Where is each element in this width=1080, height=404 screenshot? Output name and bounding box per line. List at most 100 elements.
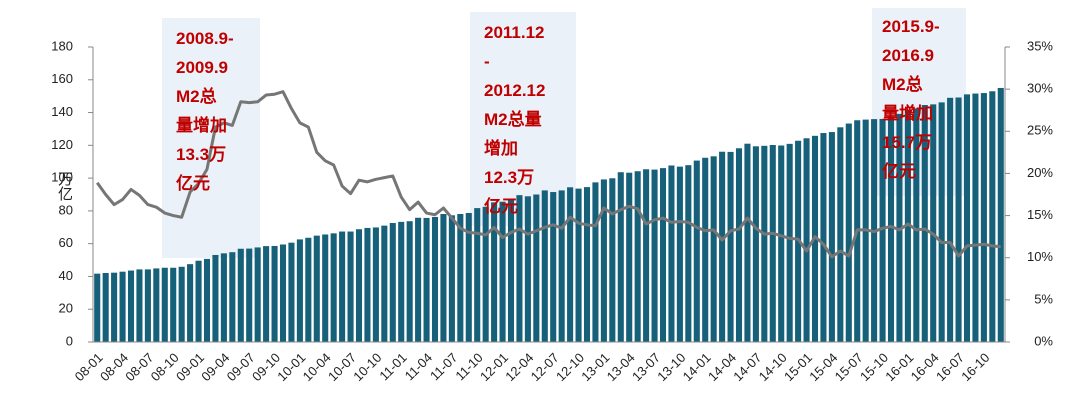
bar [305, 237, 312, 342]
annotation-text: - [484, 52, 490, 71]
x-tick-label: 15-04 [806, 350, 840, 384]
bar [668, 165, 675, 342]
x-tick-label: 08-07 [122, 350, 156, 384]
bar [921, 105, 928, 343]
annotation-text: 亿元 [484, 196, 518, 216]
bar [583, 187, 591, 342]
bar [254, 247, 261, 342]
x-tick-label: 14-10 [756, 350, 790, 384]
y-tick-label: 20 [59, 301, 73, 316]
bar [246, 248, 253, 342]
bar [153, 268, 160, 342]
x-tick-label: 15-07 [832, 350, 866, 384]
bar [676, 166, 683, 342]
bar [887, 116, 895, 342]
bar [693, 160, 700, 342]
bar [828, 132, 835, 342]
bar [465, 213, 472, 342]
bar [448, 215, 455, 342]
y-tick-label: 180 [51, 38, 73, 53]
y2-tick-label: 0% [1034, 333, 1053, 348]
x-tick-label: 12-07 [528, 350, 562, 384]
bar [980, 93, 987, 342]
bar [550, 192, 557, 342]
annotation-box [162, 18, 260, 258]
y2-tick-label: 15% [1027, 207, 1053, 222]
y-tick-label: 140 [51, 104, 73, 119]
annotation-text: 2009.9 [176, 58, 228, 77]
bar [220, 253, 227, 342]
x-tick-label: 12-04 [502, 350, 536, 384]
bar [507, 199, 515, 342]
bar [279, 244, 287, 342]
y-tick-label: 80 [59, 202, 73, 217]
bar [626, 172, 633, 342]
annotation-text: 亿元 [882, 161, 916, 181]
bar [524, 196, 531, 342]
y-tick-label: 0 [66, 333, 73, 348]
bar [702, 157, 709, 342]
bar [491, 202, 498, 342]
bar [355, 229, 363, 342]
y2-tick-label: 30% [1027, 81, 1053, 96]
bar [136, 269, 143, 342]
bar [541, 190, 548, 342]
x-tick-label: 09-10 [249, 350, 283, 384]
bar [913, 108, 920, 342]
y2-tick-label: 20% [1027, 165, 1053, 180]
bar [229, 252, 236, 342]
x-tick-label: 10-10 [350, 350, 384, 384]
x-tick-label: 13-07 [629, 350, 663, 384]
bar [406, 221, 413, 342]
line [96, 90, 1001, 259]
bar [972, 93, 979, 343]
annotation-box [470, 12, 576, 226]
bar [499, 201, 506, 342]
annotation-text: 2008.9- [176, 29, 234, 48]
bar [845, 123, 852, 343]
bar [735, 148, 743, 342]
bar [710, 156, 717, 342]
bar [330, 233, 337, 342]
bar [786, 143, 793, 342]
bar [322, 234, 329, 342]
bar [820, 133, 827, 342]
bar [997, 87, 1004, 342]
y-tick-label: 100 [51, 170, 73, 185]
bar [474, 208, 481, 342]
bar [347, 231, 354, 342]
annotation-text: 增加 [484, 138, 518, 158]
bar [643, 169, 650, 342]
x-tick-label: 14-07 [730, 350, 764, 384]
bar [237, 248, 244, 342]
bar [178, 266, 185, 342]
bar [170, 267, 177, 342]
bar [769, 145, 776, 342]
annotation-text: M2总 [176, 86, 217, 106]
bar [364, 227, 371, 342]
x-tick-label: 08-10 [148, 350, 182, 384]
annotation-text: 2012.12 [484, 81, 545, 100]
y2-tick-label: 10% [1027, 249, 1053, 264]
bar [423, 217, 430, 342]
bar [947, 97, 954, 342]
annotation-text: M2总 [882, 74, 923, 94]
bar [161, 267, 168, 342]
bar [904, 109, 911, 342]
y-tick-label: 160 [51, 71, 73, 86]
bar [440, 214, 447, 342]
bar [744, 143, 751, 342]
annotation-text: 2016.9 [882, 46, 934, 65]
x-tick-label: 16-01 [882, 350, 916, 384]
bar [778, 145, 785, 342]
x-tick-label: 09-01 [173, 350, 207, 384]
bar [727, 151, 734, 342]
y2-tick-label: 25% [1027, 123, 1053, 138]
bar [896, 113, 903, 342]
annotation-text: 13.3万 [176, 145, 226, 164]
bar [955, 97, 962, 342]
x-tick-label: 14-01 [680, 350, 714, 384]
y-tick-label: 40 [59, 268, 73, 283]
bar [719, 151, 726, 342]
x-tick-label: 16-07 [933, 350, 967, 384]
